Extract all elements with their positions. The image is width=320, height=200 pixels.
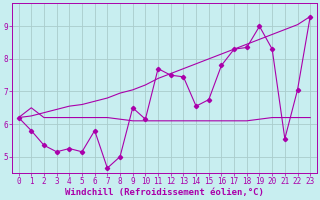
X-axis label: Windchill (Refroidissement éolien,°C): Windchill (Refroidissement éolien,°C) bbox=[65, 188, 264, 197]
